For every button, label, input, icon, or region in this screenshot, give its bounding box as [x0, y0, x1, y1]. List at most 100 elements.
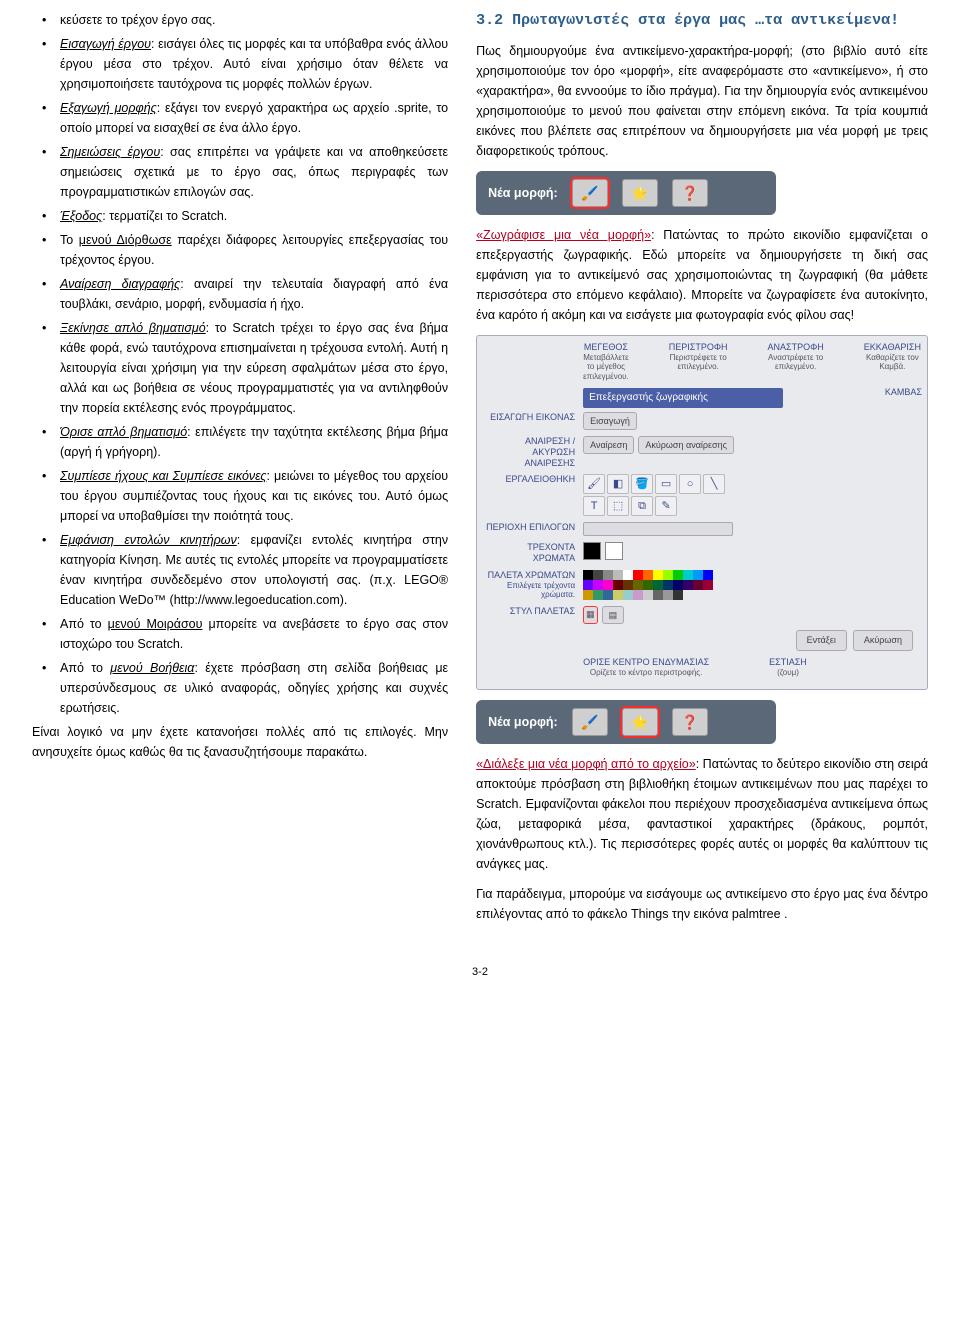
swatch[interactable]	[583, 590, 593, 600]
eyedrop-tool-icon[interactable]: ✎	[655, 496, 677, 516]
swatch[interactable]	[603, 570, 613, 580]
brush-tool-icon[interactable]: 🖌	[583, 474, 605, 494]
new-shape-label-2: Νέα μορφή:	[488, 712, 558, 732]
options-bar	[583, 522, 733, 536]
p3-term: «Διάλεξε μια νέα μορφή από το αρχείο»	[476, 757, 696, 771]
swatch[interactable]	[603, 580, 613, 590]
swatch[interactable]	[623, 590, 633, 600]
region-label: ΠΕΡΙΟΧΗ ΕΠΙΛΟΓΩΝ	[483, 522, 575, 533]
ok-button[interactable]: Εντάξει	[796, 630, 847, 650]
list-term: Εμφάνιση εντολών κινητήρων	[60, 533, 237, 547]
swatch[interactable]	[653, 570, 663, 580]
swatch[interactable]	[583, 570, 593, 580]
new-shape-menu: Νέα μορφή: 🖌️ ⭐ ❓	[476, 171, 776, 215]
swatch[interactable]	[663, 590, 673, 600]
surprise-icon-2[interactable]: ❓	[672, 708, 708, 736]
fig-button[interactable]: Εισαγωγή	[583, 412, 637, 430]
swatch[interactable]	[643, 580, 653, 590]
list-item: Σημειώσεις έργου: σας επιτρέπει να γράψε…	[32, 142, 448, 202]
page-number: 3-2	[32, 964, 928, 982]
paint-editor-figure: ΚΑΜΒΑΣ ΜΕΓΕΘΟΣΜεταβάλλετε το μέγεθος επι…	[476, 335, 928, 690]
list-item: Το μενού Διόρθωσε παρέχει διάφορες λειτο…	[32, 230, 448, 270]
swatch[interactable]	[613, 580, 623, 590]
editor-header: Επεξεργαστής ζωγραφικής	[583, 388, 783, 408]
p2-term: «Ζωγράφισε μια νέα μορφή»	[476, 228, 651, 242]
toolbox: 🖌 ◧ 🪣 ▭ ○ ╲ T ⬚ ⧉ ✎	[583, 474, 733, 516]
palette-label: ΠΑΛΕΤΑ ΧΡΩΜΑΤΩΝ Επιλέγετε τρέχοντα χρώμα…	[483, 570, 575, 600]
line-tool-icon[interactable]: ╲	[703, 474, 725, 494]
swatch[interactable]	[613, 590, 623, 600]
swatch[interactable]	[673, 590, 683, 600]
color-palette[interactable]	[583, 570, 713, 600]
surprise-icon[interactable]: ❓	[672, 179, 708, 207]
rect-tool-icon[interactable]: ▭	[655, 474, 677, 494]
list-term: Αναίρεση διαγραφής	[60, 277, 180, 291]
list-item: Όρισε απλό βηματισμό: επιλέγετε την ταχύ…	[32, 422, 448, 462]
swatch[interactable]	[673, 580, 683, 590]
text-tool-icon[interactable]: T	[583, 496, 605, 516]
fig-top-label: ΜΕΓΕΘΟΣΜεταβάλλετε το μέγεθος επιλεγμένο…	[583, 342, 629, 382]
list-term: Όρισε απλό βηματισμό	[60, 425, 187, 439]
current-colors	[583, 542, 623, 560]
list-item: Αναίρεση διαγραφής: αναιρεί την τελευταί…	[32, 274, 448, 314]
fig-bottom-label: ΟΡΙΣΕ ΚΕΝΤΡΟ ΕΝΔΥΜΑΣΙΑΣΟρίζετε το κέντρο…	[583, 657, 709, 677]
swatch[interactable]	[653, 590, 663, 600]
list-term: Συμπίεσε ήχους και Συμπίεσε εικόνες	[60, 469, 266, 483]
palette-style-1[interactable]: ▦	[583, 606, 598, 624]
swatch[interactable]	[673, 570, 683, 580]
list-item: Από το μενού Μοιράσου μπορείτε να ανεβάσ…	[32, 614, 448, 654]
choose-file-icon-2[interactable]: ⭐	[622, 708, 658, 736]
swatch[interactable]	[703, 580, 713, 590]
list-item: Συμπίεσε ήχους και Συμπίεσε εικόνες: μει…	[32, 466, 448, 526]
cancel-button[interactable]: Ακύρωση	[853, 630, 913, 650]
fill-tool-icon[interactable]: 🪣	[631, 474, 653, 494]
palette-style-2[interactable]: ▤	[602, 606, 625, 624]
swatch[interactable]	[663, 580, 673, 590]
fig-top-label: ΠΕΡΙΣΤΡΟΦΗΠεριστρέφετε το επιλεγμένο.	[669, 342, 728, 382]
swatch[interactable]	[633, 580, 643, 590]
list-item: Εξαγωγή μορφής: εξάγει τον ενεργό χαρακτ…	[32, 98, 448, 138]
paragraph-3: «Διάλεξε μια νέα μορφή από το αρχείο»: Π…	[476, 754, 928, 874]
paint-new-icon[interactable]: 🖌️	[572, 179, 608, 207]
fig-top-label: ΕΚΚΑΘΑΡΙΣΗΚαθαρίζετε τον Καμβά.	[864, 342, 921, 382]
list-item: Από το μενού Βοήθεια: έχετε πρόσβαση στη…	[32, 658, 448, 718]
swatch[interactable]	[593, 580, 603, 590]
new-shape-label: Νέα μορφή:	[488, 183, 558, 203]
paint-new-icon-2[interactable]: 🖌️	[572, 708, 608, 736]
select-tool-icon[interactable]: ⬚	[607, 496, 629, 516]
swatch[interactable]	[593, 570, 603, 580]
fig-top-label: ΑΝΑΣΤΡΟΦΗΑναστρέφετε το επιλεγμένο.	[768, 342, 824, 382]
eraser-tool-icon[interactable]: ◧	[607, 474, 629, 494]
swatch[interactable]	[683, 570, 693, 580]
swatch[interactable]	[633, 570, 643, 580]
fig-row-label: ΕΙΣΑΓΩΓΗ ΕΙΚΟΝΑΣ	[483, 412, 575, 423]
swatch[interactable]	[613, 570, 623, 580]
swatch[interactable]	[633, 590, 643, 600]
swatch[interactable]	[603, 590, 613, 600]
choose-file-icon[interactable]: ⭐	[622, 179, 658, 207]
toolbox-label: ΕΡΓΑΛΕΙΟΘΗΚΗ	[483, 474, 575, 485]
swatch[interactable]	[643, 570, 653, 580]
swatch[interactable]	[583, 580, 593, 590]
swatch[interactable]	[623, 570, 633, 580]
swatch[interactable]	[703, 570, 713, 580]
list-term: Σημειώσεις έργου	[60, 145, 160, 159]
fig-button[interactable]: Ακύρωση αναίρεσης	[638, 436, 734, 454]
fig-row-label: ΑΝΑΙΡΕΣΗ / ΑΚΥΡΩΣΗ ΑΝΑΙΡΕΣΗΣ	[483, 436, 575, 468]
oval-tool-icon[interactable]: ○	[679, 474, 701, 494]
swatch[interactable]	[693, 580, 703, 590]
new-shape-menu-2: Νέα μορφή: 🖌️ ⭐ ❓	[476, 700, 776, 744]
swatch[interactable]	[623, 580, 633, 590]
left-after-text: Είναι λογικό να μην έχετε κατανοήσει πολ…	[32, 722, 448, 762]
swatch[interactable]	[643, 590, 653, 600]
fig-button[interactable]: Αναίρεση	[583, 436, 634, 454]
swatch[interactable]	[663, 570, 673, 580]
swatch[interactable]	[693, 570, 703, 580]
list-item: Ξεκίνησε απλό βηματισμό: το Scratch τρέχ…	[32, 318, 448, 418]
swatch[interactable]	[653, 580, 663, 590]
swatch[interactable]	[683, 580, 693, 590]
swatch[interactable]	[593, 590, 603, 600]
stamp-tool-icon[interactable]: ⧉	[631, 496, 653, 516]
list-term: μενού Διόρθωσε	[79, 233, 172, 247]
palette-style-label: ΣΤΥΛ ΠΑΛΕΤΑΣ	[483, 606, 575, 617]
